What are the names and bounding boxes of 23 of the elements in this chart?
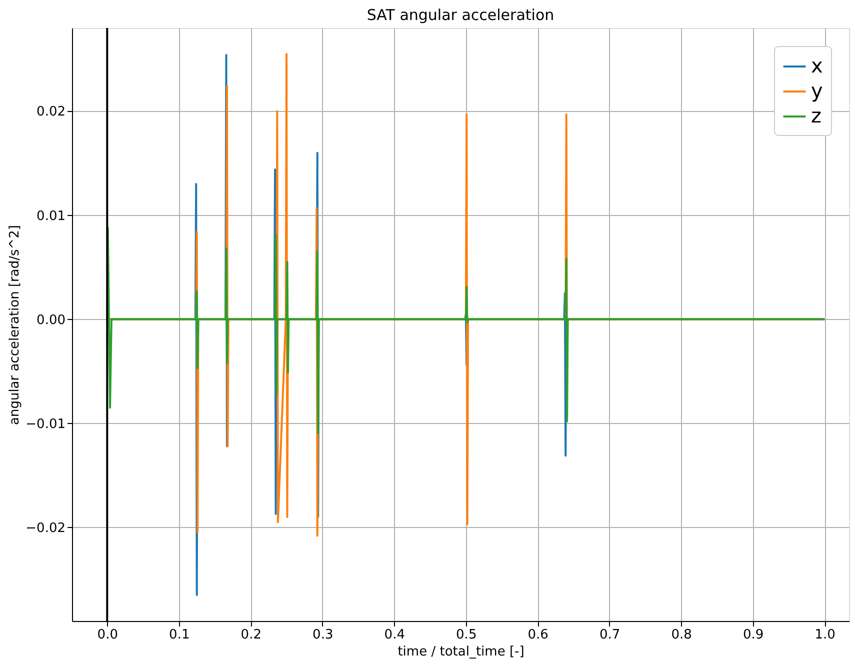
- y-tick-label: −0.02: [26, 520, 66, 536]
- x-tick-label: 0.0: [97, 628, 118, 642]
- line-series: [106, 226, 826, 434]
- x-tick-label: 1.0: [814, 628, 836, 642]
- y-axis-title: angular acceleration [rad/s^2]: [8, 225, 23, 425]
- legend-label: x: [811, 54, 823, 78]
- y-tick-label: −0.01: [26, 416, 66, 432]
- y-tick-label: 0.01: [36, 208, 66, 224]
- x-tick-label: 0.7: [600, 628, 620, 642]
- x-tick-label: 0.1: [169, 628, 190, 642]
- y-tick-label: 0.00: [36, 312, 66, 328]
- x-tick-label: 0.9: [743, 628, 764, 642]
- x-tick-label: 0.4: [384, 628, 405, 642]
- y-tick-label: 0.02: [36, 104, 66, 120]
- chart-title: SAT angular acceleration: [366, 6, 554, 24]
- x-axis-title: time / total_time [-]: [398, 644, 524, 660]
- legend-label: z: [811, 104, 822, 128]
- x-tick-label: 0.5: [456, 628, 477, 642]
- x-tick-label: 0.6: [528, 628, 548, 642]
- x-tick-label: 0.2: [240, 628, 262, 642]
- x-tick-label: 0.8: [671, 628, 692, 642]
- legend-label: y: [811, 78, 823, 102]
- x-tick-label: 0.3: [312, 628, 334, 642]
